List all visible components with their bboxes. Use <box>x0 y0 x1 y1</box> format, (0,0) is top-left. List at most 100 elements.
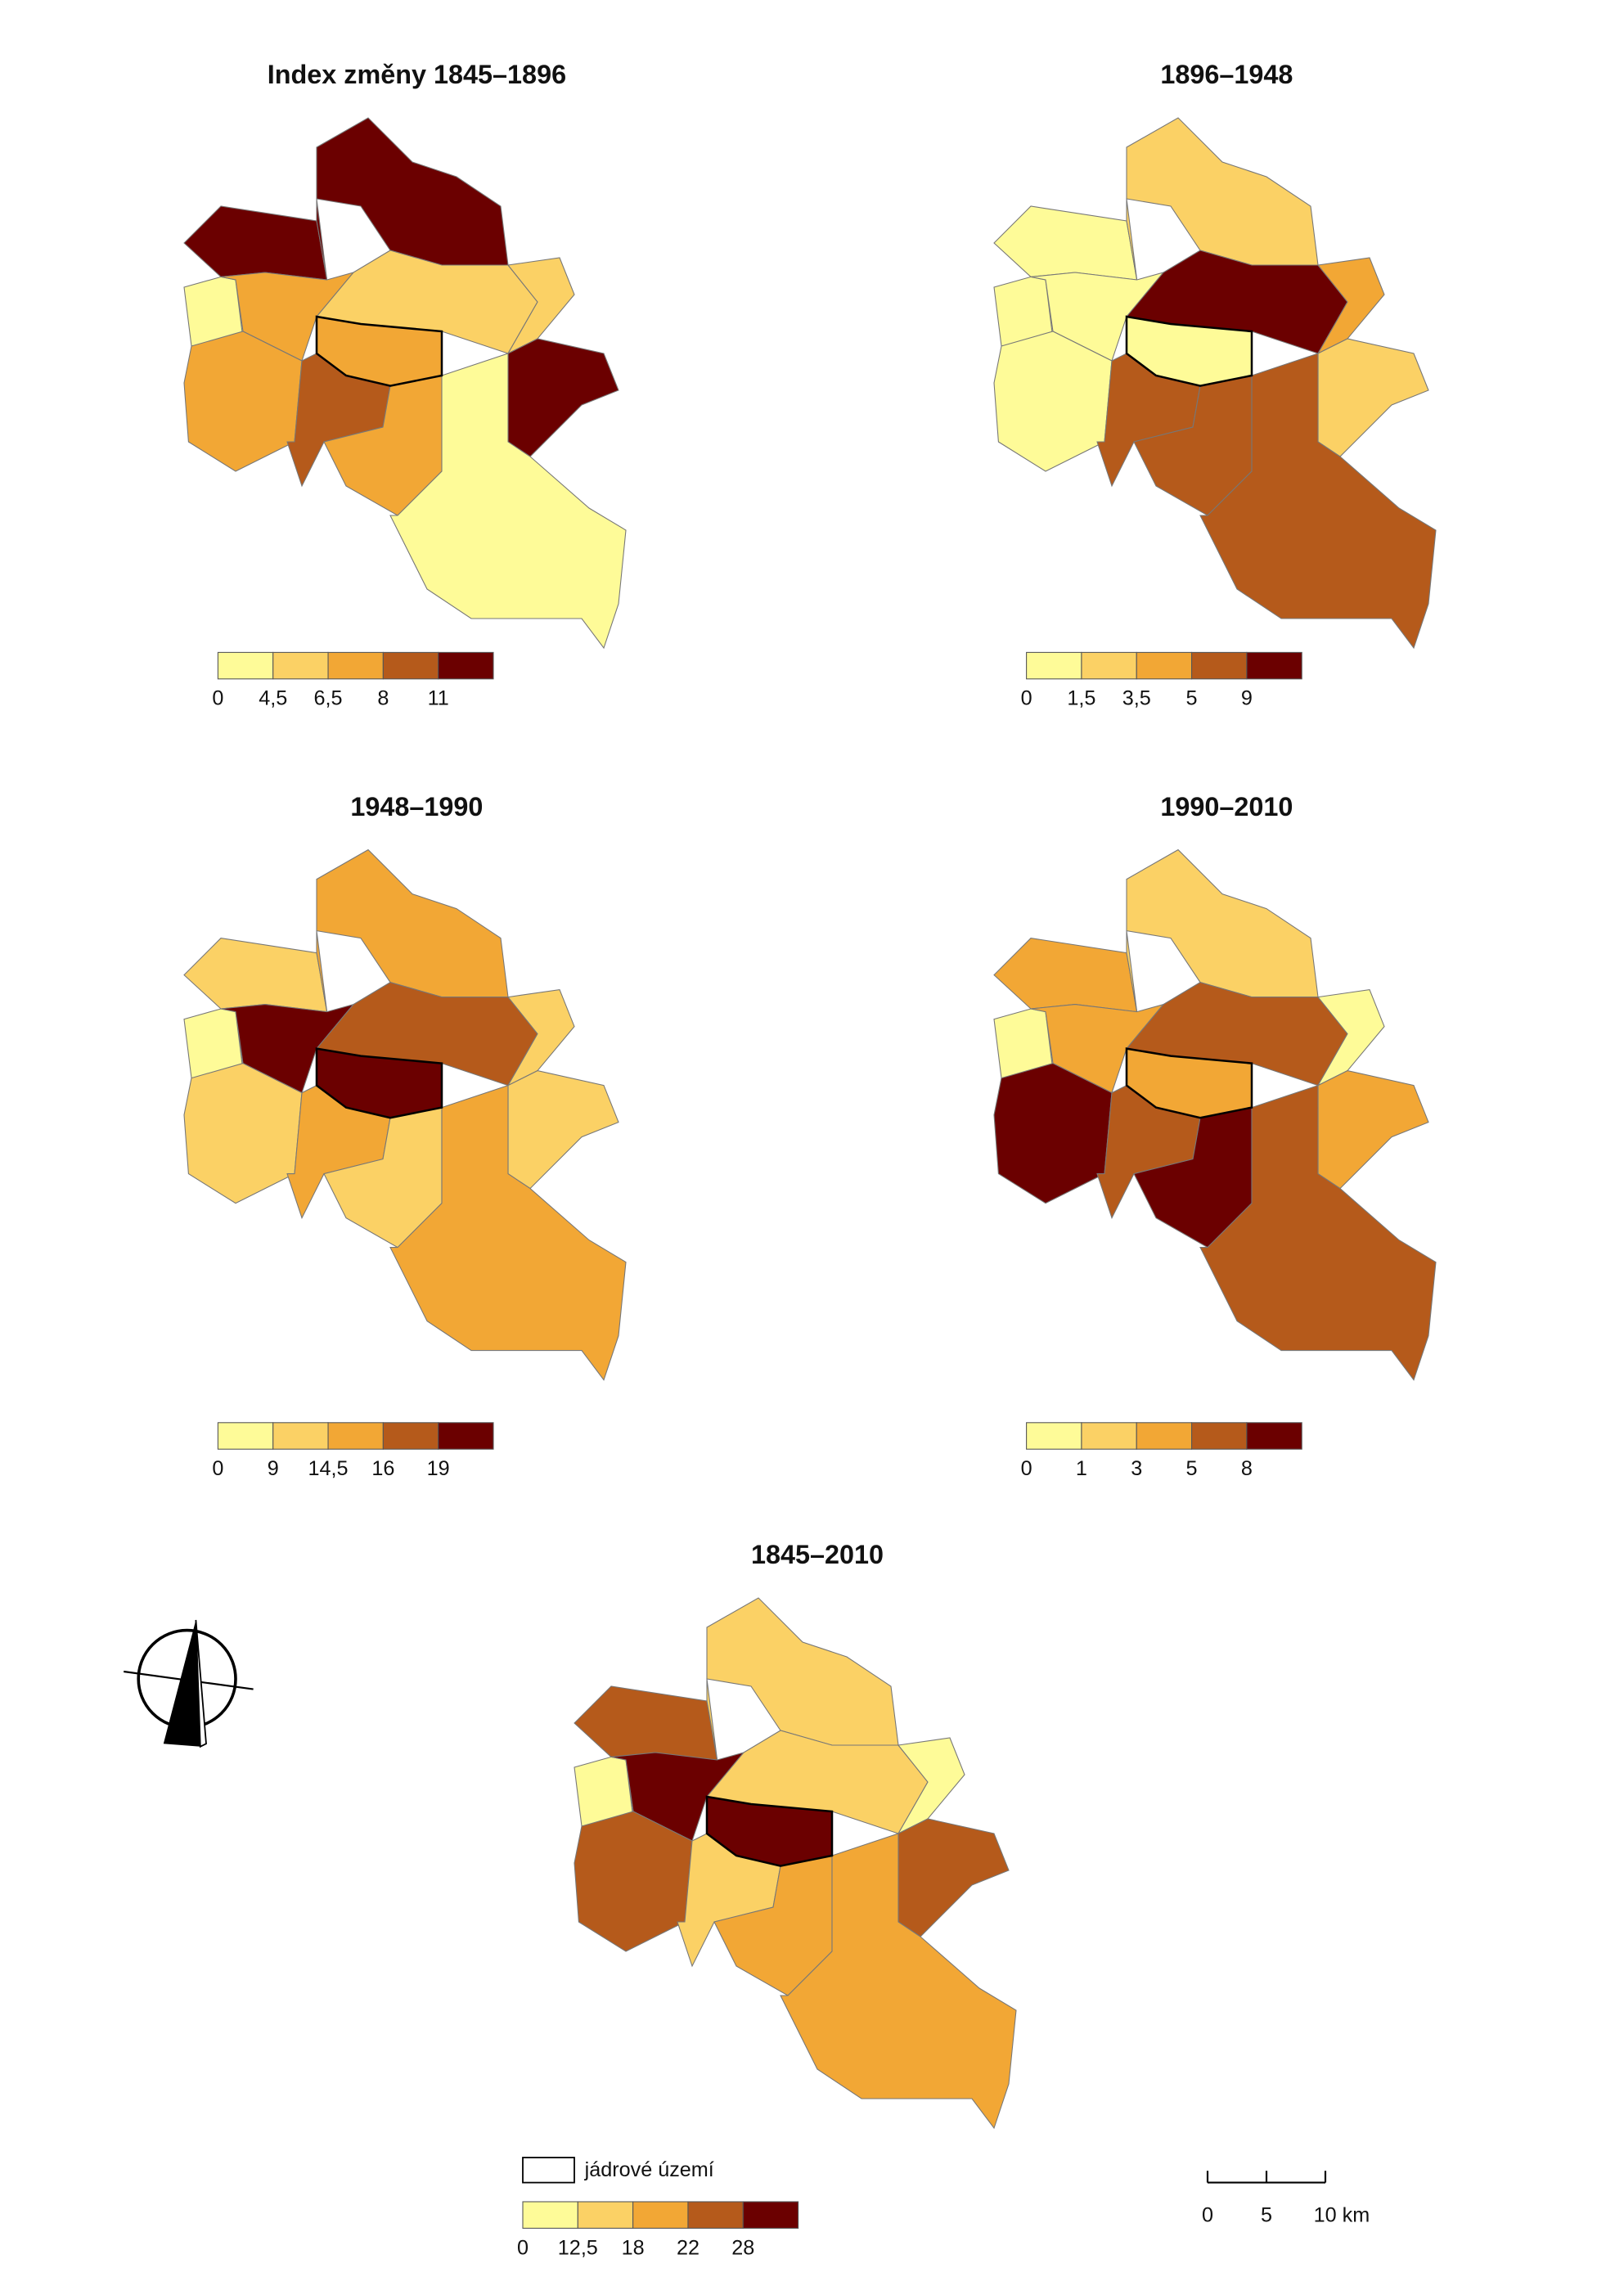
legend-tick-label: 0 <box>212 1457 223 1480</box>
legend-tick-label: 12,5 <box>558 2236 598 2259</box>
region <box>507 338 619 457</box>
legend-swatch <box>632 2201 689 2229</box>
legend-swatch <box>327 1422 384 1450</box>
legend-tick-label: 9 <box>268 1457 279 1480</box>
region <box>183 938 328 1013</box>
region <box>780 1833 1017 2130</box>
legend-tick-label: 19 <box>427 1457 450 1480</box>
region <box>1317 1070 1429 1190</box>
scale-label: 0 <box>1202 2204 1213 2227</box>
map <box>183 848 627 1381</box>
region <box>316 848 509 1012</box>
region <box>1126 117 1319 281</box>
legend-swatch <box>1026 1422 1082 1450</box>
region <box>897 1818 1010 1937</box>
legend-tick-label: 1 <box>1076 1457 1087 1480</box>
region <box>183 331 303 472</box>
core-region <box>1125 315 1253 387</box>
legend-swatch <box>1191 1422 1248 1450</box>
core-legend-label: jádrové území <box>584 2158 714 2181</box>
legend-swatch <box>1136 1422 1193 1450</box>
legend-tick-label: 18 <box>622 2236 645 2259</box>
legend-tick-label: 4,5 <box>259 687 287 710</box>
legend-swatch <box>1246 1422 1302 1450</box>
region <box>1126 848 1319 1012</box>
region <box>1199 353 1437 650</box>
region <box>574 1685 718 1761</box>
legend-tick-label: 0 <box>517 2236 529 2259</box>
legend-swatch <box>1081 651 1137 680</box>
legend-swatch <box>327 651 384 680</box>
legend-tick-label: 8 <box>377 687 389 710</box>
map-title: 1948–1990 <box>350 792 483 821</box>
legend-swatch <box>577 2201 634 2229</box>
legend-swatch <box>217 1422 274 1450</box>
map <box>183 117 627 650</box>
core-region <box>315 1047 443 1119</box>
region <box>993 1008 1054 1079</box>
map-title: Index změny 1845–1896 <box>268 60 566 89</box>
legend-tick-label: 28 <box>731 2236 754 2259</box>
legend-swatch <box>438 1422 494 1450</box>
legend-swatch <box>1136 651 1193 680</box>
legend-swatch <box>1246 651 1302 680</box>
legend-swatch <box>1191 651 1248 680</box>
legend-swatch <box>1081 1422 1137 1450</box>
region <box>183 1008 244 1079</box>
region <box>389 353 627 650</box>
legend-tick-label: 5 <box>1186 687 1198 710</box>
map-title: 1896–1948 <box>1160 60 1293 89</box>
legend-tick-label: 8 <box>1241 1457 1253 1480</box>
legend-tick-label: 0 <box>212 687 223 710</box>
legend-swatch <box>272 651 329 680</box>
region <box>993 331 1113 472</box>
map <box>574 1597 1017 2130</box>
region <box>183 205 328 281</box>
north-arrow <box>124 1619 254 1748</box>
region <box>183 276 244 347</box>
scale-label: 5 <box>1261 2204 1272 2227</box>
region <box>1317 338 1429 457</box>
legend-swatch <box>382 651 439 680</box>
region <box>993 938 1138 1013</box>
map-title: 1990–2010 <box>1160 792 1293 821</box>
legend-tick-label: 22 <box>677 2236 700 2259</box>
legend-tick-label: 11 <box>428 687 449 710</box>
legend-swatch <box>742 2201 799 2229</box>
legend-tick-label: 0 <box>1021 687 1032 710</box>
region <box>574 1811 693 1952</box>
legend-swatch <box>1026 651 1082 680</box>
region <box>316 117 509 281</box>
core-region <box>315 315 443 387</box>
figure-content: jádrové území Index změny 1845–1896 0 4,5 6… <box>124 60 1437 2259</box>
legend-swatch <box>687 2201 744 2229</box>
legend-tick-label: 0 <box>1021 1457 1032 1480</box>
region <box>1199 1084 1437 1381</box>
core-region <box>1125 1047 1253 1119</box>
scale-label: 10 km <box>1314 2204 1370 2227</box>
legend-tick-label: 6,5 <box>314 687 343 710</box>
region <box>993 1063 1113 1204</box>
region <box>993 205 1138 281</box>
map-title: 1845–2010 <box>751 1540 884 1569</box>
legend-swatch <box>217 651 274 680</box>
legend-tick-label: 14,5 <box>308 1457 349 1480</box>
region <box>574 1756 634 1827</box>
region <box>993 276 1054 347</box>
map <box>993 848 1437 1381</box>
core-swatch <box>522 2157 575 2184</box>
legend-tick-label: 5 <box>1186 1457 1198 1480</box>
map <box>993 117 1437 650</box>
legend-tick-label: 16 <box>371 1457 394 1480</box>
region <box>183 1063 303 1204</box>
region <box>706 1597 899 1761</box>
legend-tick-label: 3 <box>1131 1457 1142 1480</box>
legend-swatch <box>438 651 494 680</box>
legend-tick-label: 3,5 <box>1122 687 1151 710</box>
core-region <box>705 1795 834 1867</box>
legend-swatch <box>272 1422 329 1450</box>
region <box>389 1084 627 1381</box>
legend-swatch <box>382 1422 439 1450</box>
region <box>507 1070 619 1190</box>
legend-tick-label: 9 <box>1241 687 1253 710</box>
